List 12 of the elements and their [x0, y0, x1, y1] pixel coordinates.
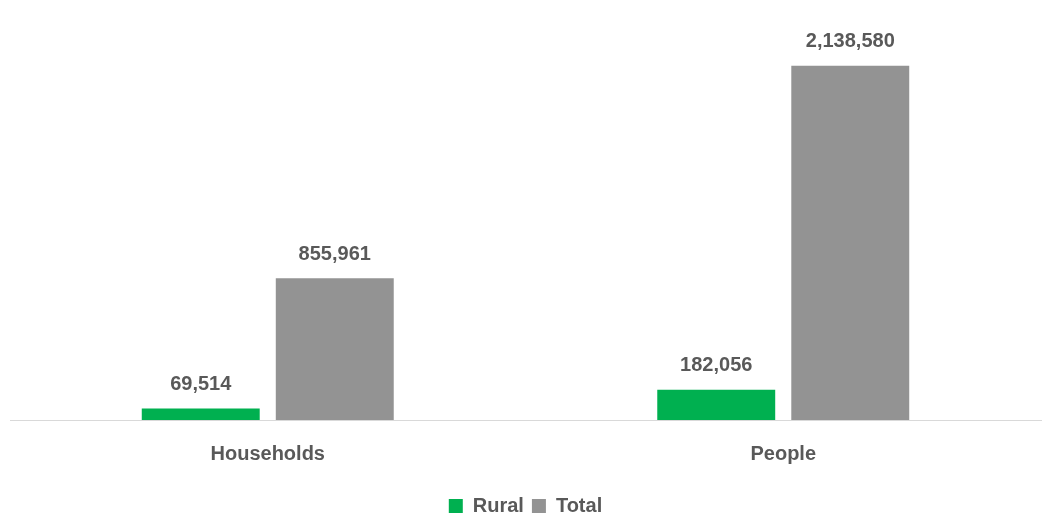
x-tick-label: People — [750, 441, 817, 464]
bar — [791, 65, 910, 420]
data-label: 182,056 — [680, 353, 753, 376]
bar — [657, 389, 776, 420]
data-label: 855,961 — [298, 241, 371, 264]
bar — [141, 408, 260, 420]
data-label: 69,514 — [170, 372, 233, 394]
legend-label: Total — [555, 493, 603, 516]
bar — [275, 278, 394, 420]
data-label: 2,138,580 — [805, 29, 895, 52]
legend-label: Rural — [472, 493, 524, 516]
x-tick-label: Households — [210, 441, 325, 464]
